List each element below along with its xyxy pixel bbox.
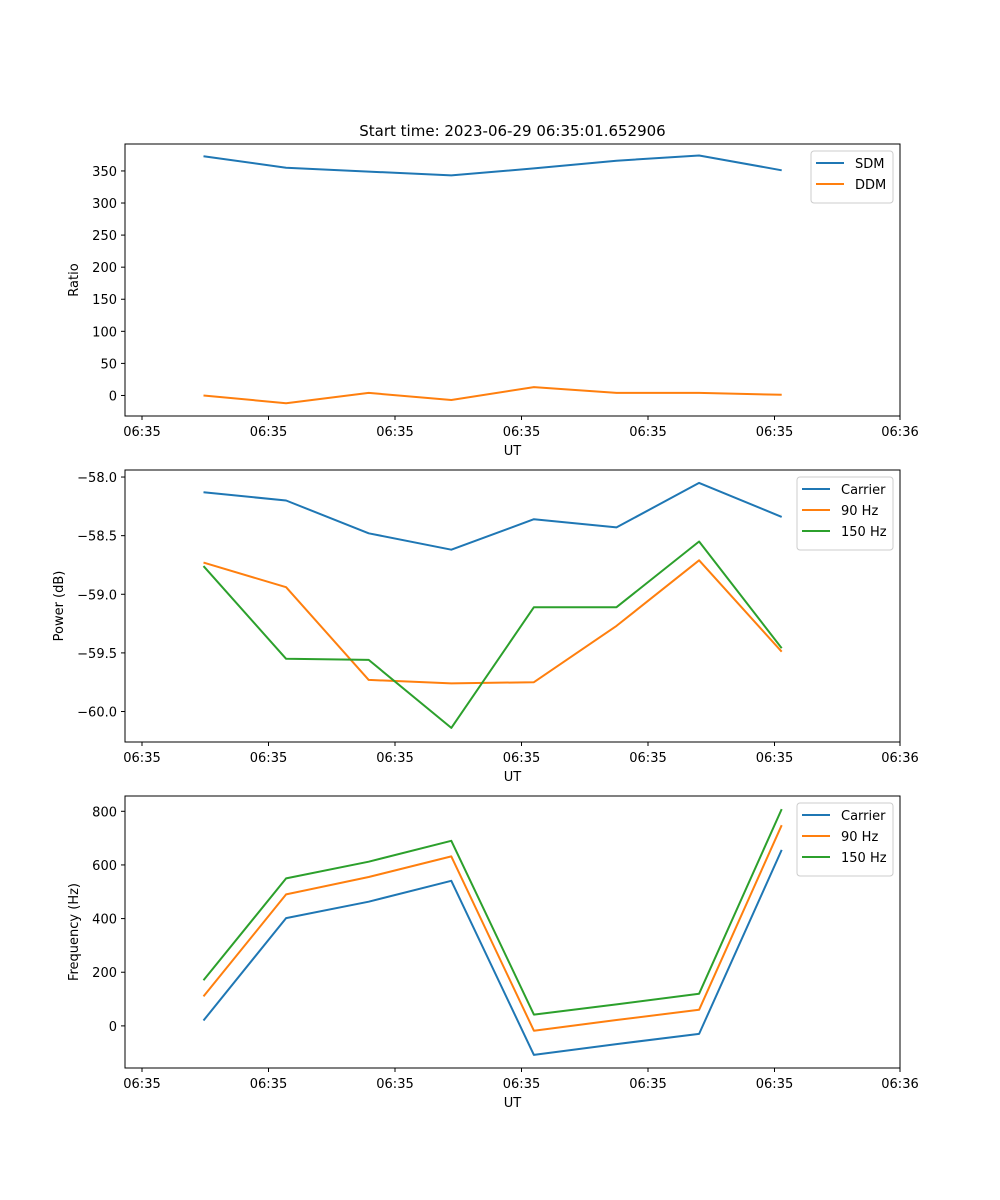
x-tick-label: 06:35 [629,751,666,766]
y-tick-label: −59.0 [77,588,117,603]
x-tick-label: 06:36 [881,751,918,766]
y-tick-label: 50 [100,357,117,372]
y-tick-label: −59.5 [77,647,117,662]
plot-frame [124,795,901,1069]
legend-label: SDM [855,157,884,172]
y-tick-label: 400 [92,913,117,928]
series-line-ddm [203,386,782,405]
y-tick-label: 100 [92,325,117,340]
x-tick-label: 06:35 [123,425,160,440]
plot-frame [124,143,901,417]
legend: SDM DDM [810,150,894,204]
x-tick-label: 06:35 [756,1077,793,1092]
x-tick-label: 06:36 [881,1077,918,1092]
y-axis-label: Power (dB) [52,571,67,642]
y-axis-label: Ratio [67,263,82,296]
x-tick-label: 06:35 [376,425,413,440]
x-tick-label: 06:35 [503,1077,540,1092]
x-axis-label: UT [504,1096,522,1111]
y-tick-label: 800 [92,805,117,820]
y-tick-label: −60.0 [77,706,117,721]
y-tick-label: 150 [92,293,117,308]
y-tick-label: 350 [92,165,117,180]
x-axis-label: UT [504,444,522,459]
x-tick-label: 06:35 [756,425,793,440]
series-line-carrier [203,481,783,551]
figure-title: Start time: 2023-06-29 06:35:01.652906 [359,122,665,140]
series-line-90-hz [203,559,783,685]
chart-panel-3: 0 200 400 600 800 06:35 06:35 06:35 06:35 06:35 06… [67,795,919,1111]
x-tick-label: 06:35 [250,425,287,440]
x-tick-label: 06:35 [503,425,540,440]
series-line-150-hz [202,540,783,729]
chart-panels: 0 50 100 150 200 250 300 350 06:35 06:35 06:35 06:3… [52,143,919,1111]
x-tick-label: 06:36 [881,425,918,440]
y-tick-label: 200 [92,966,117,981]
legend: Carrier 90 Hz 150 Hz [796,802,894,877]
series-line-sdm [203,154,782,177]
legend-label: DDM [855,178,886,193]
y-tick-label: −58.5 [77,530,117,545]
legend-label: Carrier [841,483,886,498]
x-axis-label: UT [504,770,522,785]
legend-label: Carrier [841,809,886,824]
x-tick-label: 06:35 [376,751,413,766]
y-tick-label: 250 [92,229,117,244]
y-tick-label: 200 [92,261,117,276]
legend-label: 90 Hz [841,504,878,519]
x-tick-label: 06:35 [629,1077,666,1092]
series-line-150-hz [202,808,783,1016]
x-tick-label: 06:35 [629,425,666,440]
x-tick-label: 06:35 [376,1077,413,1092]
series-line-carrier [202,849,783,1056]
x-tick-label: 06:35 [503,751,540,766]
chart-panel-2: −60.0 −59.5 −59.0 −58.5 −58.0 06:35 06:35 06:35… [52,469,919,785]
series-line-90-hz [202,824,783,1032]
x-tick-label: 06:35 [123,1077,160,1092]
y-tick-label: 0 [109,389,117,404]
x-tick-label: 06:35 [756,751,793,766]
x-tick-label: 06:35 [250,1077,287,1092]
x-tick-label: 06:35 [250,751,287,766]
y-tick-label: 300 [92,197,117,212]
y-tick-label: 0 [109,1020,117,1035]
y-tick-label: −58.0 [77,471,117,486]
legend: Carrier 90 Hz 150 Hz [796,476,894,551]
y-axis-label: Frequency (Hz) [67,883,82,981]
legend-label: 150 Hz [841,851,887,866]
legend-label: 90 Hz [841,830,878,845]
y-tick-label: 600 [92,859,117,874]
chart-panel-1: 0 50 100 150 200 250 300 350 06:35 06:35 06:35 06:3… [67,143,919,459]
plot-frame [124,469,901,743]
legend-label: 150 Hz [841,525,887,540]
x-tick-label: 06:35 [123,751,160,766]
